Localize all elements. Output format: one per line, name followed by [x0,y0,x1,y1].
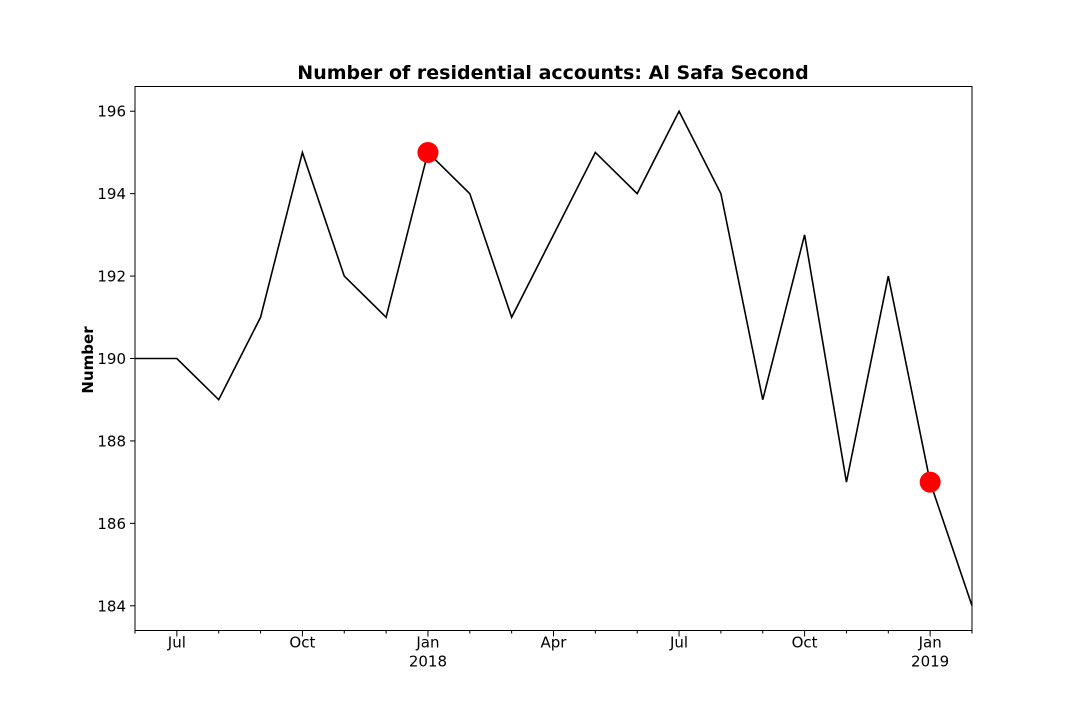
x-tick-label: Jan [918,634,942,652]
series-group [135,109,973,607]
x-tick-label: Oct [792,634,818,652]
highlight-point [919,471,941,493]
x-tick-label: Jul [167,634,186,652]
y-tick-label: 186 [97,515,126,533]
y-tick-label: 188 [97,432,126,450]
series-line [135,109,973,607]
y-tick-label: 196 [97,103,126,121]
y-tick-label: 184 [97,597,126,615]
x-tick-label: Apr [541,634,568,652]
plot-area-frame [134,86,973,631]
x-tick-label: Jan [415,634,439,652]
y-tick-label: 190 [97,350,126,368]
highlight-points [417,141,941,493]
chart-title: Number of residential accounts: Al Safa … [297,62,808,84]
y-tick-label: 194 [97,185,126,203]
x-tick-label: Oct [289,634,315,652]
y-axis: 184 186 188 190 192 194 196 [97,103,135,615]
x-tick-label: Jul [669,634,688,652]
x-tick-year-label: 2019 [911,653,949,671]
y-tick-label: 192 [97,268,126,286]
y-axis-label: Number [79,326,97,394]
x-tick-year-label: 2018 [409,653,447,671]
highlight-point [417,141,439,163]
